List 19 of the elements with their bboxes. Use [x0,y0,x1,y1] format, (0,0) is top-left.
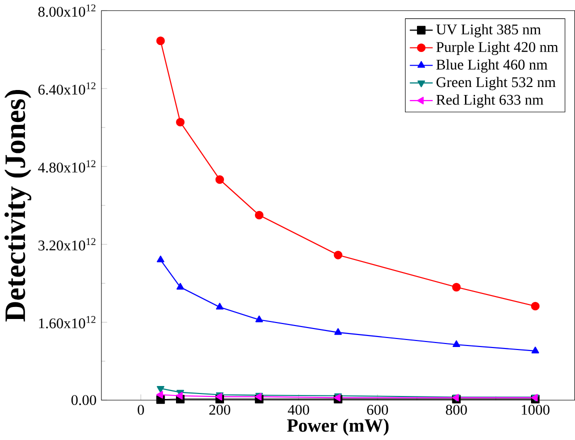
x-tick-label: 0 [138,404,144,415]
x-axis-title: Power (mW) [287,418,389,436]
x-tick-label: 400 [288,404,310,415]
y-tick-label: 8.00x10$^{12}$ [38,4,96,17]
x-tick-label: 200 [209,404,230,415]
legend-label: Blue Light 460 nm [436,59,548,73]
legend-label: UV Light 385 nm [436,24,541,38]
x-tick-label: 1000 [522,404,550,415]
x-tick-label: 600 [367,404,388,415]
x-tick-label: 800 [446,404,467,415]
legend-label: Purple Light 420 nm [436,42,558,55]
legend-label: Red Light 633 nm [436,94,544,108]
y-tick-label: 6.40x10$^{12}$ [38,82,96,95]
y-tick-label: 0.00 [71,395,96,406]
y-axis-title: Detectivity (Jones) [4,90,32,322]
y-tick-label: 3.20x10$^{12}$ [38,238,96,250]
y-tick-label: 1.60x10$^{12}$ [39,316,96,328]
legend-label: Green Light 532 nm [436,76,556,90]
y-tick-label: 4.80x10$^{12}$ [38,160,96,173]
